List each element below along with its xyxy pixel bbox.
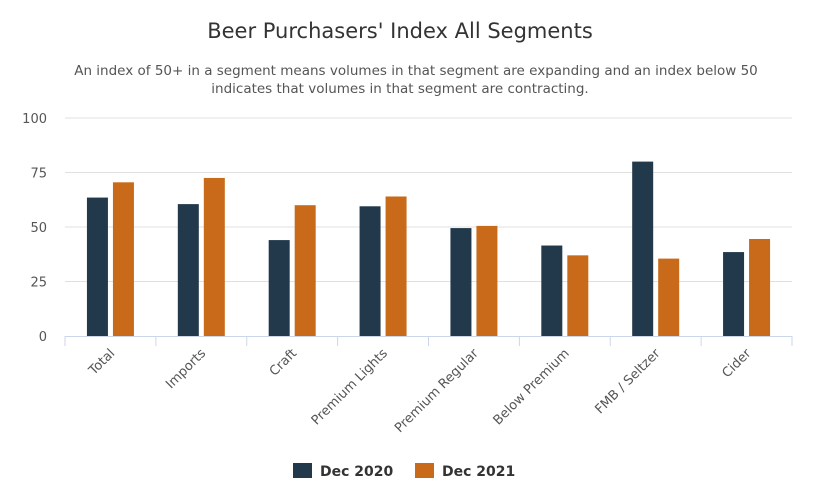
chart-subtitle-line-2: indicates that volumes in that segment a… bbox=[211, 81, 588, 97]
bars bbox=[86, 161, 771, 336]
bar-dec-2021-premium-lights[interactable] bbox=[385, 196, 407, 336]
legend[interactable]: Dec 2020 Dec 2021 bbox=[293, 463, 515, 480]
x-axis-ticks: Total Imports Craft Premium Lights Premium R… bbox=[85, 346, 754, 436]
x-tick-label: FMB / Seltzer bbox=[593, 346, 664, 417]
legend-swatch bbox=[293, 463, 312, 478]
y-tick-label: 100 bbox=[22, 112, 47, 127]
x-tick-label: Total bbox=[85, 346, 118, 379]
bar-dec-2020-craft[interactable] bbox=[268, 240, 290, 336]
bar-dec-2021-total[interactable] bbox=[112, 182, 134, 336]
chart-subtitle-line-1: An index of 50+ in a segment means volum… bbox=[74, 63, 758, 79]
bar-dec-2021-imports[interactable] bbox=[203, 177, 225, 336]
gridlines bbox=[65, 117, 792, 282]
legend-item-dec-2020[interactable]: Dec 2020 bbox=[293, 463, 394, 480]
legend-label: Dec 2020 bbox=[320, 464, 394, 480]
x-tick-label: Imports bbox=[163, 346, 209, 392]
y-tick-label: 0 bbox=[39, 330, 47, 345]
bar-dec-2020-imports[interactable] bbox=[177, 204, 199, 336]
bar-dec-2021-fmb-seltzer[interactable] bbox=[658, 258, 680, 336]
y-tick-label: 25 bbox=[30, 276, 47, 291]
legend-item-dec-2021[interactable]: Dec 2021 bbox=[415, 463, 515, 480]
bar-dec-2020-cider[interactable] bbox=[723, 252, 745, 336]
legend-swatch bbox=[415, 463, 434, 478]
y-tick-label: 50 bbox=[30, 221, 47, 236]
x-tick-label: Premium Lights bbox=[309, 346, 391, 428]
legend-label: Dec 2021 bbox=[442, 464, 515, 480]
x-tick-label: Below Premium bbox=[491, 346, 573, 428]
bar-dec-2021-cider[interactable] bbox=[749, 238, 771, 336]
bar-dec-2020-total[interactable] bbox=[86, 197, 108, 336]
x-tick-label: Craft bbox=[267, 346, 300, 379]
bar-dec-2021-premium-regular[interactable] bbox=[476, 225, 498, 336]
bar-dec-2020-below-premium[interactable] bbox=[541, 245, 563, 336]
x-tick-label: Cider bbox=[720, 346, 755, 381]
y-axis-ticks: 0 25 50 75 100 bbox=[22, 112, 47, 345]
bar-dec-2020-premium-regular[interactable] bbox=[450, 228, 472, 336]
bar-dec-2021-craft[interactable] bbox=[294, 205, 316, 336]
x-tick-label: Premium Regular bbox=[392, 346, 482, 436]
bar-dec-2020-premium-lights[interactable] bbox=[359, 206, 381, 336]
bar-dec-2020-fmb-seltzer[interactable] bbox=[632, 161, 654, 336]
x-axis bbox=[64, 336, 793, 346]
y-tick-label: 75 bbox=[30, 167, 47, 182]
chart-title: Beer Purchasers' Index All Segments bbox=[207, 19, 593, 43]
bar-dec-2021-below-premium[interactable] bbox=[567, 255, 589, 336]
